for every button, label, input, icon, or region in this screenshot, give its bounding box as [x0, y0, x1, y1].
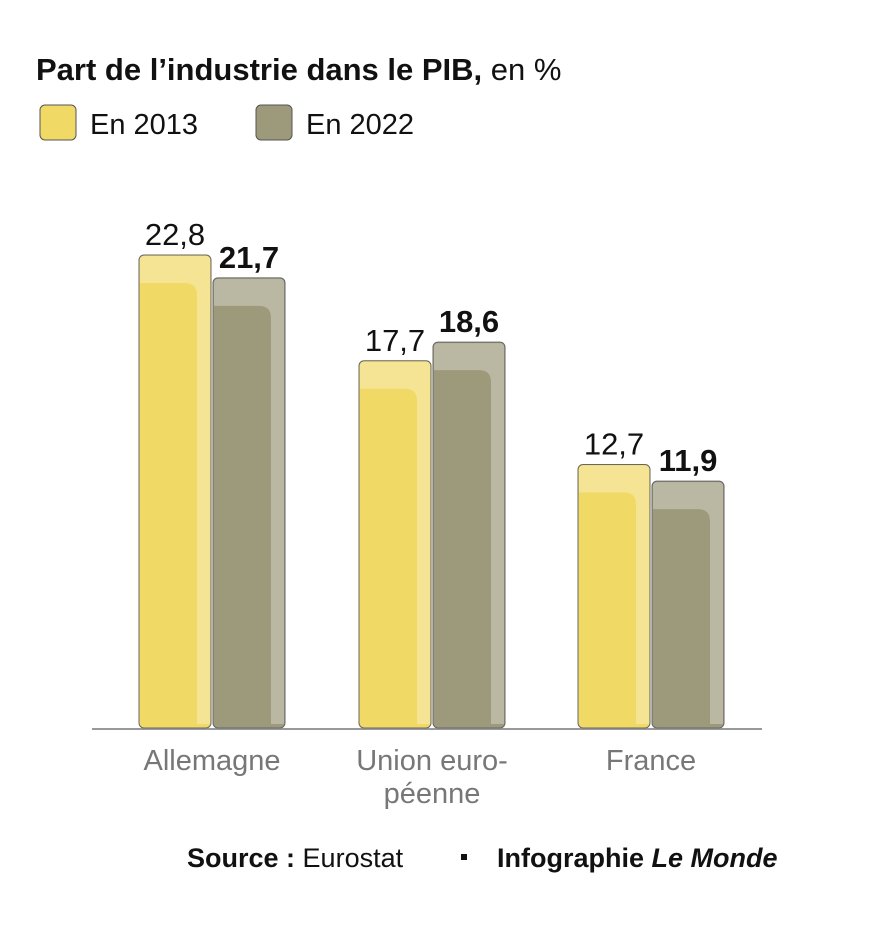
value-label: 21,7 [219, 240, 279, 275]
chart-title-line: Part de l’industrie dans le PIB, en % [36, 52, 561, 87]
bar-highlight [579, 465, 649, 724]
publisher: Le Monde [652, 843, 778, 873]
credit-line: Infographie Le Monde [497, 843, 778, 873]
bar-highlight [360, 361, 430, 724]
bar [358, 360, 432, 729]
source-name: Eurostat [303, 843, 404, 873]
x-tick-label: péenne [384, 778, 481, 810]
value-label: 11,9 [659, 443, 718, 478]
separator [461, 854, 467, 860]
chart-subtitle: en % [491, 52, 562, 87]
bar [577, 464, 651, 729]
legend-swatch [39, 104, 77, 141]
bar [138, 254, 212, 729]
value-label: 12,7 [584, 427, 644, 462]
x-tick-label: Allemagne [143, 745, 280, 777]
bar-highlight [214, 278, 284, 724]
bar-highlight [653, 482, 723, 724]
bar [651, 480, 725, 729]
bar-highlight [140, 256, 210, 724]
legend-label: En 2022 [306, 109, 414, 141]
x-tick-label: Union euro- [356, 745, 508, 777]
legend-swatch [255, 104, 293, 141]
value-label: 18,6 [439, 304, 499, 339]
value-label: 17,7 [365, 323, 425, 358]
source-line: Source : Eurostat [187, 843, 404, 873]
chart-title: Part de l’industrie dans le PIB, [36, 52, 482, 87]
x-tick-label: France [606, 745, 696, 777]
value-label: 22,8 [145, 217, 205, 252]
credit: Infographie [497, 843, 644, 873]
bar-highlight [434, 343, 504, 724]
bar [212, 277, 286, 729]
source-label: Source : [187, 843, 295, 873]
bar [432, 341, 506, 729]
legend-label: En 2013 [90, 109, 198, 141]
